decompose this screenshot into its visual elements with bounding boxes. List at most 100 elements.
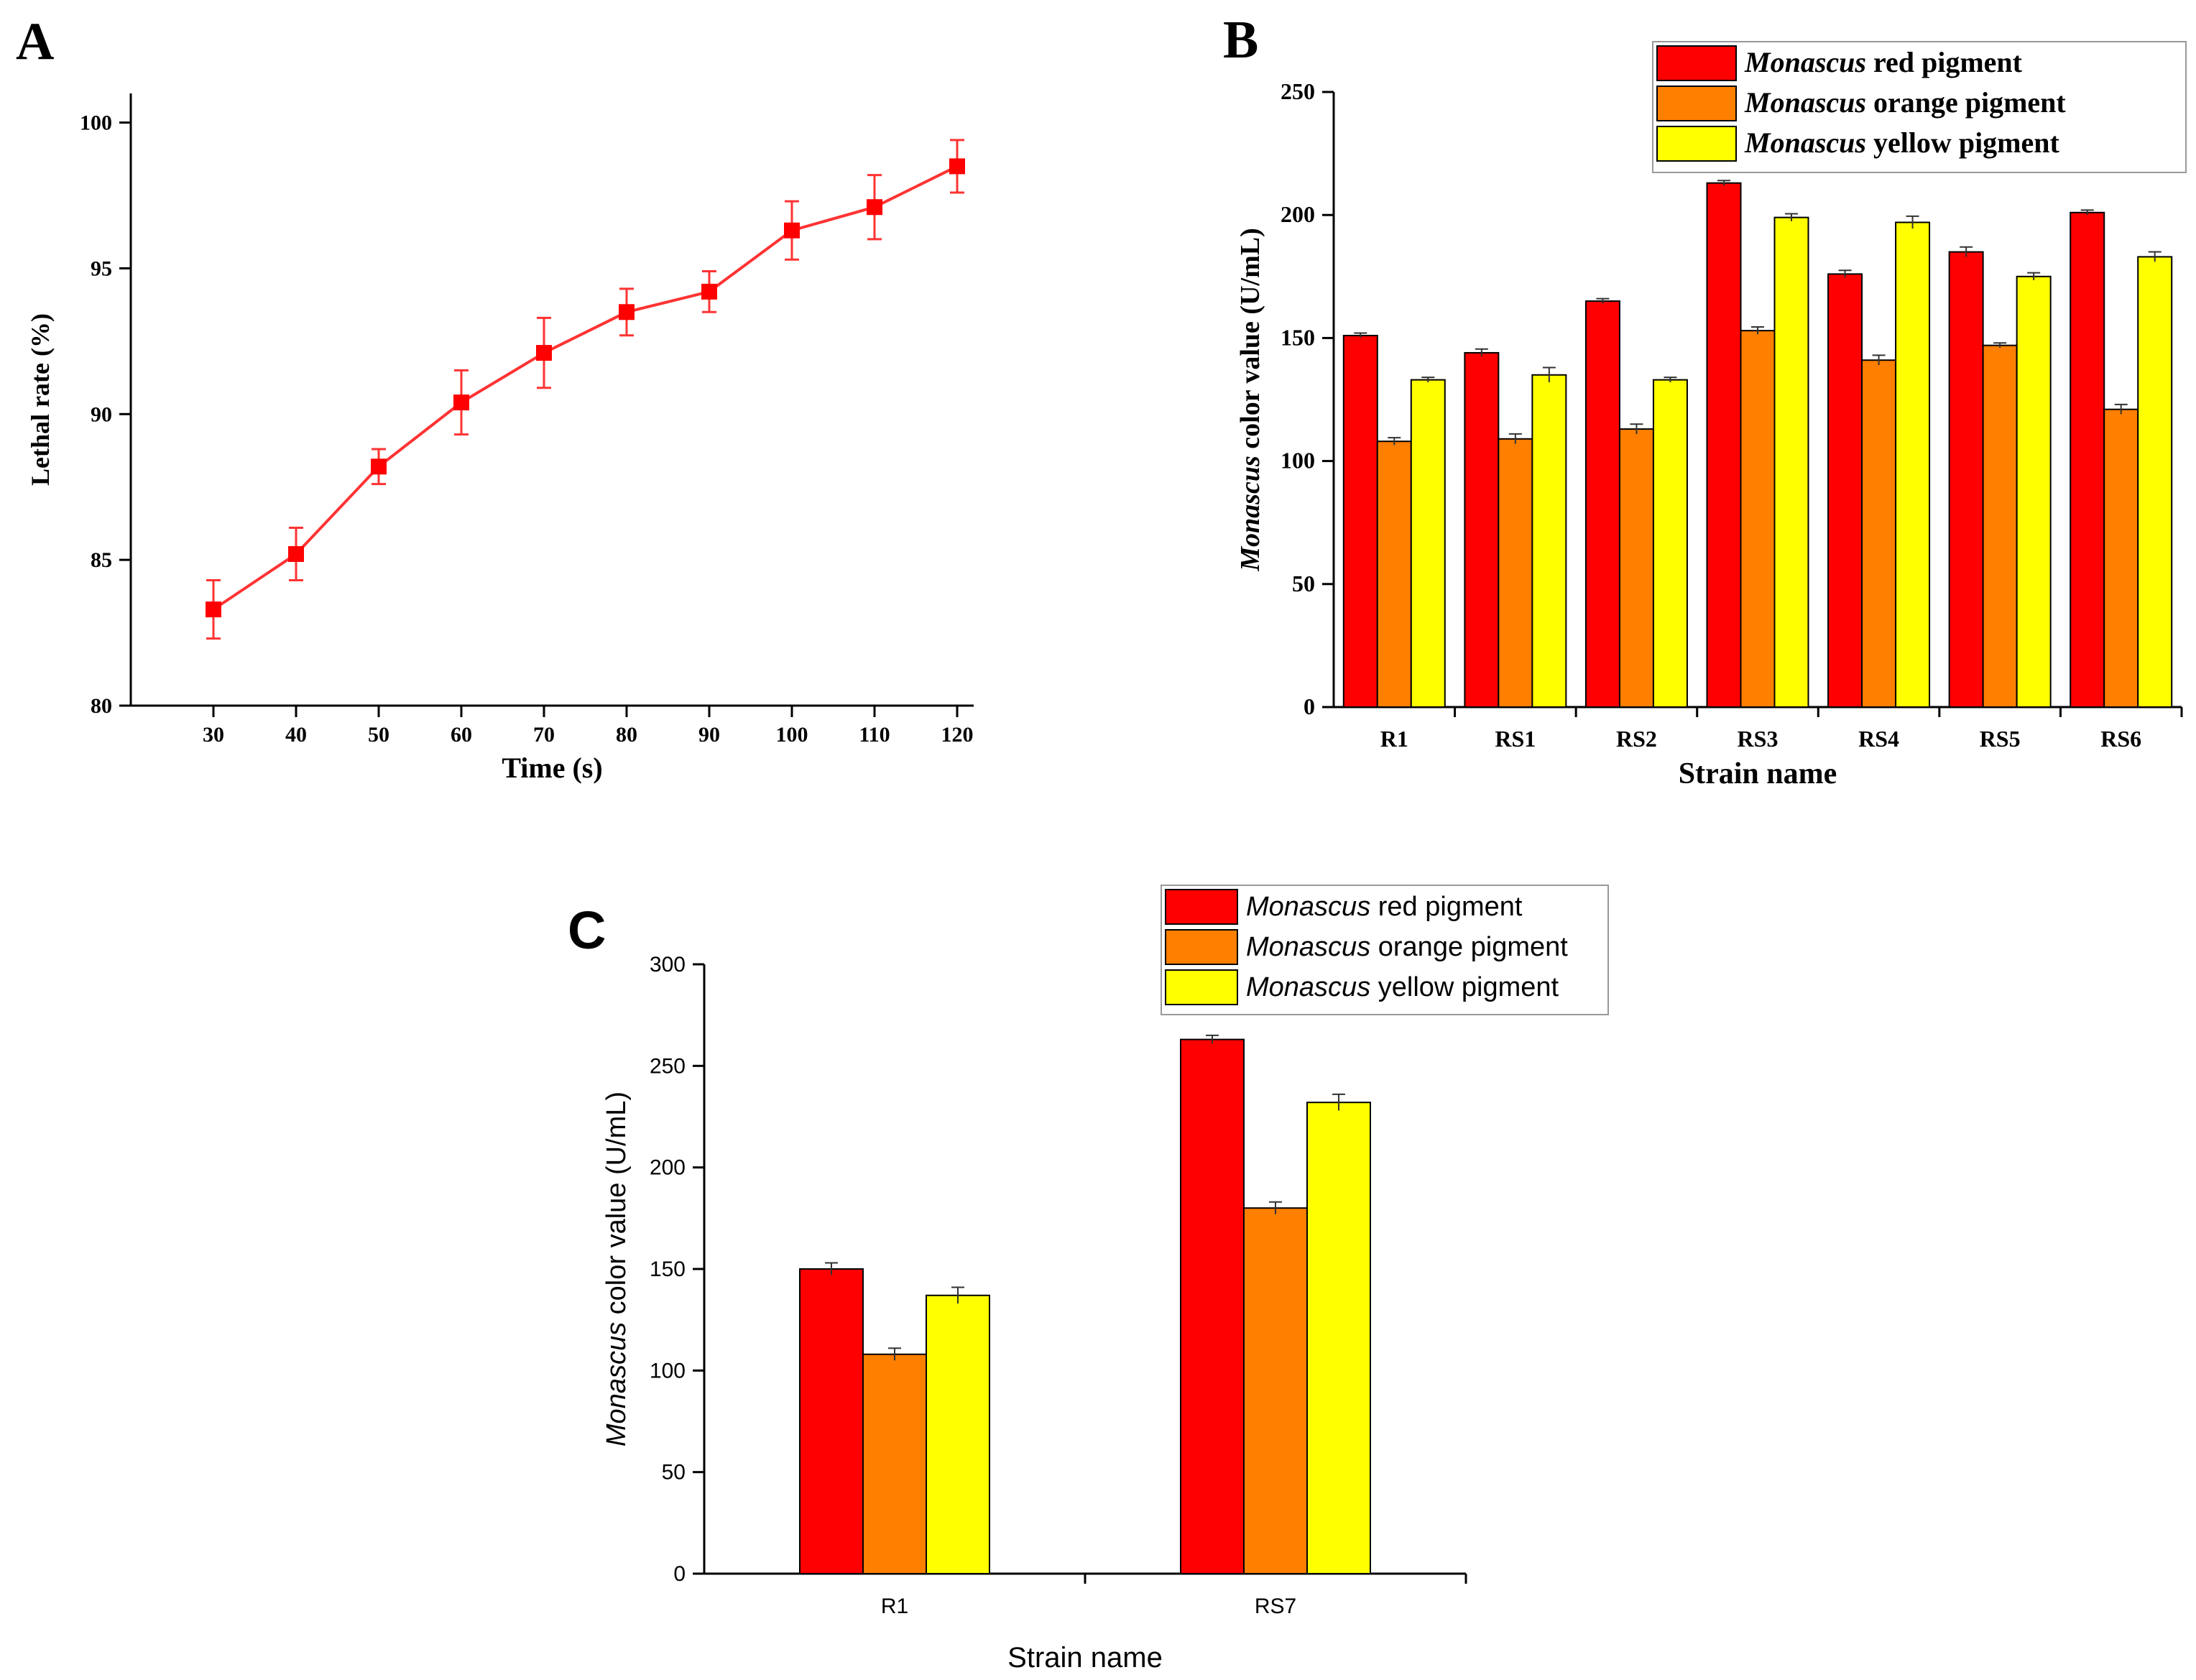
panel-c-bar [1243,1207,1308,1574]
panel-b-legend-label-italic: Monascus [1744,46,1866,78]
panel-b-bar [1740,330,1776,708]
panel-c-bar [862,1353,927,1574]
panel-a-y-tick-label: 85 [91,548,112,572]
panel-a-x-tick-label: 60 [451,723,472,747]
panel-a-x-axis-title: Time (s) [502,752,602,784]
panel-b-bar [2103,408,2139,708]
panel-b-x-tick-label: RS4 [1858,726,1899,752]
panel-c-legend-swatch [1165,969,1238,1005]
panel-b-legend-label: Monascus orange pigment [1744,86,2066,119]
panel-a-data-point [867,199,882,216]
panel-c-y-tick-label: 150 [650,1257,686,1281]
panel-c-bar [1306,1102,1371,1575]
panel-c-legend-label-rest: red pigment [1370,892,1523,922]
panel-b-bar [1618,428,1654,708]
panel-c: C 0 50 100 150 200 250 300 R1 RS7 Strain name Monas… [568,885,1609,1674]
panel-a-x-tick-label: 110 [859,723,890,747]
panel-c-y-tick-label: 250 [650,1054,686,1078]
panel-a-y-axis-title: Lethal rate (%) [26,313,55,486]
panel-a-x-tick-label: 50 [368,723,389,747]
panel-b-legend-label-italic: Monascus [1744,86,1866,119]
panel-c-bar [799,1268,864,1574]
panel-c-y-tick-label: 50 [662,1461,686,1485]
panel-a-data-point [784,222,800,239]
panel-c-y-axis-title: Monascus color value (U/mL) [601,1091,632,1446]
panel-a-data-point [371,458,387,475]
panel-c-y-axis-title-italic: Monascus [601,1322,632,1446]
panel-c-bar [926,1294,990,1575]
panel-a-data-point [206,601,221,618]
panel-a-y-tick-label: 80 [91,694,112,718]
panel-b-bar [1410,379,1446,708]
panel-b-bar [1827,273,1863,709]
panel-b-bar [1531,374,1567,708]
panel-b-y-axis-title-italic: Monascus [1235,456,1265,572]
panel-a-x-tick-label: 80 [616,723,637,747]
panel-a-data-point [701,283,717,300]
panel-b-bar [1498,438,1533,708]
panel-b-legend-label: Monascus yellow pigment [1744,126,2060,159]
panel-b-x-tick-label: RS5 [1980,726,2021,752]
panel-c-legend-label-rest: orange pigment [1370,932,1568,962]
panel-b-x-tick-label: RS3 [1738,726,1779,752]
panel-b-legend-label-rest: red pigment [1866,46,2023,78]
panel-b-y-tick-label: 100 [1281,448,1315,474]
panel-c-x-tick-label: R1 [881,1594,908,1618]
panel-b-legend-swatch [1656,86,1737,121]
panel-c-legend-label-italic: Monascus [1246,892,1370,922]
panel-b-bar [1861,359,1897,708]
panel-c-legend-label: Monascus orange pigment [1246,932,1568,962]
panel-b-y-tick-label: 250 [1281,78,1315,104]
panel-a-y-tick-label: 90 [91,402,112,426]
panel-c-legend-swatch [1165,889,1238,925]
panel-b-bar [1376,440,1412,708]
panel-b-legend-swatch [1656,45,1737,81]
panel-b-bar [2137,256,2173,708]
panel-c-y-axis-title-rest: color value (U/mL) [601,1091,632,1322]
panel-b-legend-label-rest: yellow pigment [1866,126,2060,159]
panel-b-x-tick-label: RS2 [1616,726,1657,752]
panel-c-label: C [568,900,606,960]
panel-b-bar [1342,334,1378,708]
panel-a-x-tick-label: 30 [203,723,224,747]
panel-b-y-tick-label: 50 [1292,571,1315,596]
panel-a-y-tick-label: 95 [91,257,112,280]
panel-a-x-tick-label: 40 [285,723,307,747]
panel-a-data-point [288,546,304,563]
panel-b-y-tick-label: 200 [1281,201,1315,227]
panel-b-bar [1895,221,1931,708]
panel-b: B 0 50 100 150 200 250 R1 RS1 RS2 RS3 RS4 RS5 RS6 Stra… [1223,11,2187,790]
panel-b-y-tick-label: 150 [1281,324,1315,350]
panel-c-x-axis-title: Strain name [1007,1642,1163,1674]
panel-b-bar [1773,216,1809,708]
panel-b-x-tick-label: RS1 [1495,726,1536,752]
panel-a-data-point [619,304,635,320]
panel-c-legend-label: Monascus yellow pigment [1246,972,1559,1002]
panel-b-bar [1584,300,1620,709]
panel-a-x-tick-label: 90 [698,723,720,747]
panel-b-bar [1948,251,1984,708]
panel-c-y-tick-label: 100 [650,1359,686,1383]
panel-b-x-tick-label: RS6 [2100,726,2141,752]
panel-b-legend-label-rest: orange pigment [1866,86,2066,119]
panel-b-x-tick-label: R1 [1380,726,1408,752]
panel-a-x-tick-label: 70 [533,723,555,747]
panel-a-data-point [453,394,469,411]
panel-c-legend-label-rest: yellow pigment [1370,972,1559,1002]
panel-c-y-tick-label: 200 [650,1156,686,1180]
panel-b-bar [1706,182,1742,709]
panel-a-data-point [949,158,965,175]
panel-a: A 80 85 90 95 100 30 40 50 60 70 80 90 100 110 120 Time … [16,12,974,784]
panel-a-data-point [536,345,552,361]
panel-a-y-tick-label: 100 [80,111,112,135]
panel-a-x-tick-label: 120 [941,723,974,747]
panel-c-legend-swatch [1165,929,1238,965]
panel-b-bar [2016,275,2052,708]
panel-c-legend-label-italic: Monascus [1246,972,1370,1002]
panel-b-bar [1652,379,1688,708]
panel-c-x-tick-label: RS7 [1255,1594,1296,1618]
panel-b-x-axis-title: Strain name [1679,757,1837,790]
panel-b-legend-box [1652,41,2187,173]
